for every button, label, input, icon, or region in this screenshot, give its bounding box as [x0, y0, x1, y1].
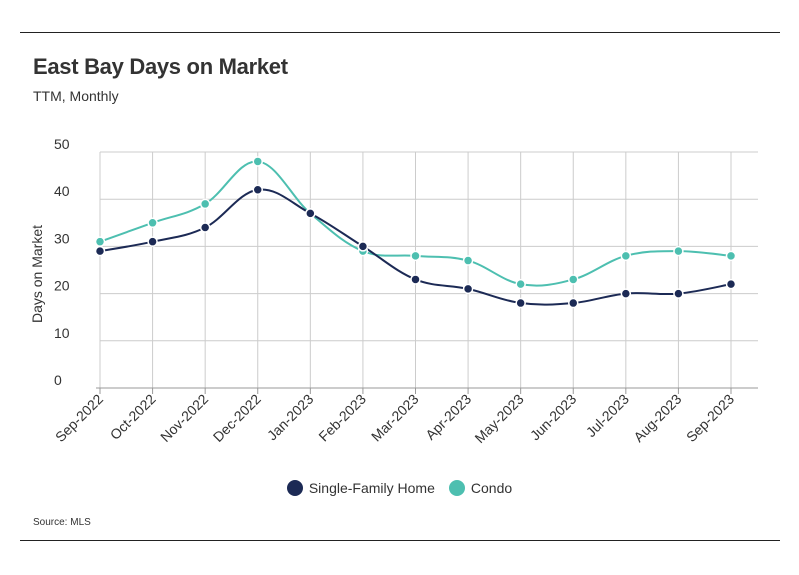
- source-note: Source: MLS: [33, 517, 91, 528]
- data-point-condo: [620, 250, 632, 262]
- x-tick-label: Aug-2023: [630, 391, 684, 445]
- top-rule: [20, 32, 780, 33]
- chart-subtitle: TTM, Monthly: [33, 88, 119, 104]
- x-tick-label: Oct-2022: [107, 391, 159, 443]
- x-tick-label: Feb-2023: [315, 391, 369, 445]
- bottom-rule: [20, 540, 780, 541]
- data-point-single-family: [568, 297, 579, 309]
- x-tick-label: Sep-2022: [52, 391, 106, 445]
- legend: Single-Family Home Condo: [0, 480, 799, 496]
- x-tick-label: Dec-2022: [210, 391, 264, 445]
- data-point-single-family: [147, 236, 158, 247]
- legend-label-condo: Condo: [470, 480, 513, 496]
- x-tick-label: Apr-2023: [422, 391, 474, 443]
- x-tick-label: Jul-2023: [583, 391, 632, 440]
- chart-title: East Bay Days on Market: [33, 54, 288, 79]
- x-tick-label: Sep-2023: [683, 391, 737, 445]
- data-point-single-family: [410, 274, 421, 285]
- data-point-single-family: [462, 283, 474, 295]
- legend-item-condo[interactable]: Condo: [448, 480, 513, 496]
- data-point-single-family: [673, 288, 684, 299]
- data-point-condo: [568, 274, 579, 285]
- x-tick-label: Mar-2023: [368, 391, 422, 445]
- x-tick-label: May-2023: [471, 391, 526, 446]
- data-point-condo: [673, 245, 684, 257]
- data-point-condo: [147, 217, 158, 229]
- legend-swatch-single-family: [286, 480, 303, 496]
- data-point-condo: [410, 250, 421, 262]
- y-tick-label: 10: [54, 325, 70, 341]
- y-tick-label: 20: [54, 278, 70, 294]
- y-tick-label: 40: [54, 183, 70, 199]
- legend-label-single-family: Single-Family Home: [308, 480, 435, 496]
- y-tick-label: 30: [54, 230, 70, 246]
- legend-item-single-family[interactable]: Single-Family Home: [286, 480, 435, 496]
- data-point-condo: [199, 198, 211, 210]
- data-point-condo: [252, 156, 263, 167]
- data-point-single-family: [357, 241, 369, 252]
- y-axis-label: Days on Market: [29, 225, 45, 323]
- data-point-single-family: [199, 222, 211, 233]
- data-point-condo: [515, 278, 526, 290]
- data-point-condo: [462, 255, 474, 266]
- data-point-single-family: [94, 245, 106, 257]
- data-point-single-family: [515, 297, 526, 309]
- y-tick-label: 0: [54, 372, 62, 388]
- x-tick-label: Nov-2022: [157, 391, 211, 445]
- x-tick-label: Jun-2023: [527, 391, 580, 444]
- data-point-single-family: [252, 184, 263, 196]
- data-point-condo: [725, 250, 737, 262]
- y-tick-label: 50: [54, 136, 70, 152]
- data-point-condo: [94, 236, 106, 247]
- x-tick-label: Jan-2023: [264, 391, 317, 444]
- legend-swatch-condo: [448, 480, 465, 496]
- data-point-single-family: [305, 208, 316, 219]
- data-point-single-family: [725, 278, 737, 290]
- data-point-single-family: [620, 288, 632, 299]
